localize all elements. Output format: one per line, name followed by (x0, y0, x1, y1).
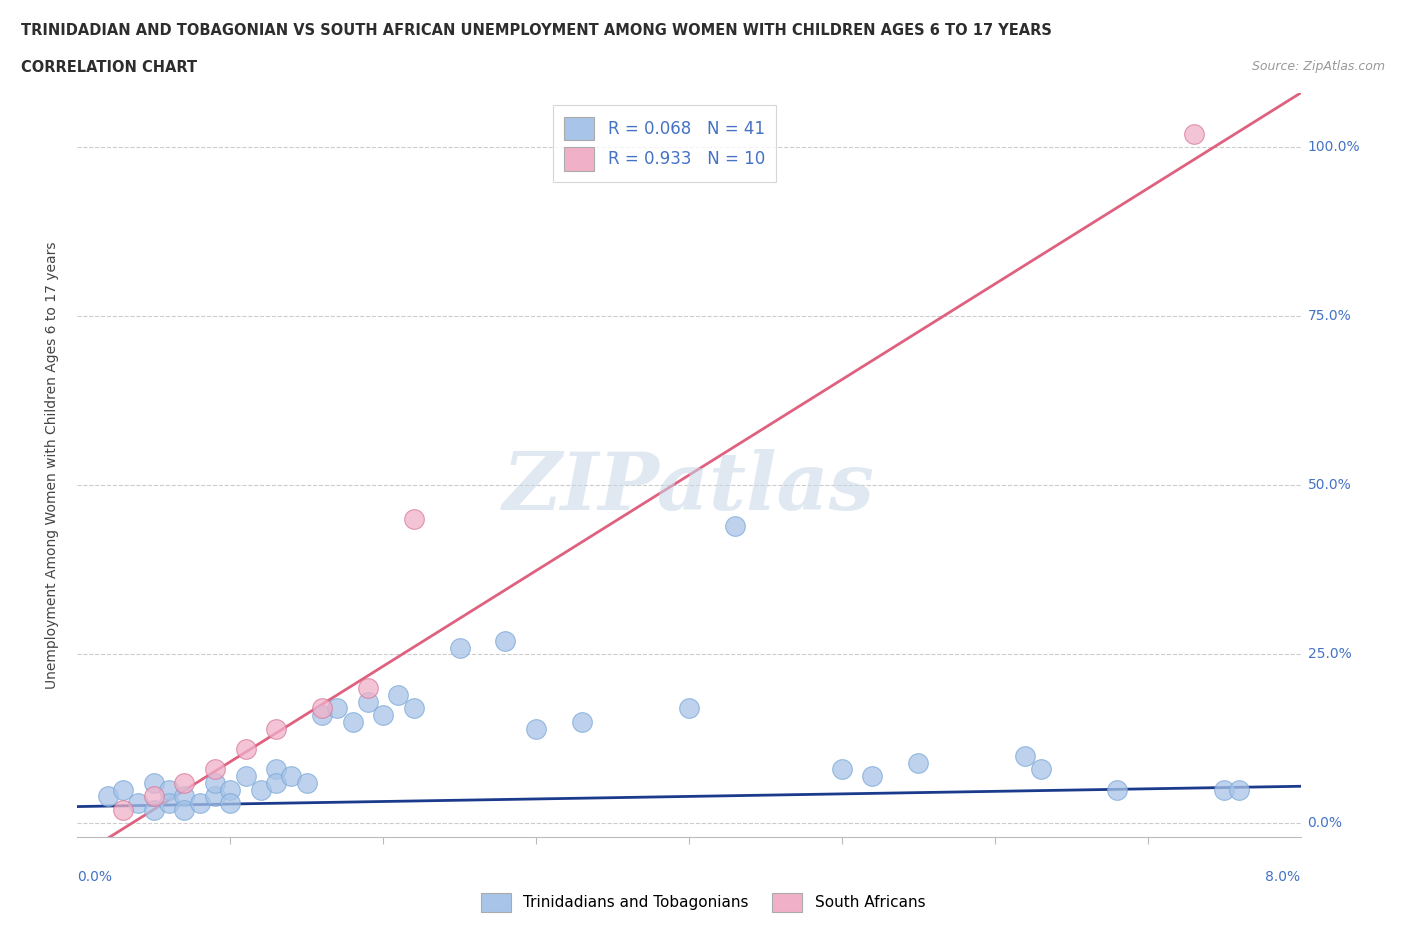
Point (112, 803, 135, 817)
Point (264, 722, 287, 737)
Point (204, 776, 226, 790)
Point (907, 755, 929, 770)
Point (157, 796, 180, 811)
Point (831, 762, 853, 777)
Point (97, 789, 120, 804)
Point (157, 782, 180, 797)
Text: 8.0%: 8.0% (1265, 870, 1301, 884)
Point (204, 789, 226, 804)
Point (295, 776, 318, 790)
Point (280, 769, 302, 784)
Text: 0.0%: 0.0% (77, 870, 112, 884)
Text: 100.0%: 100.0% (1308, 140, 1360, 154)
Legend: Trinidadians and Tobagonians, South Africans: Trinidadians and Tobagonians, South Afri… (475, 887, 931, 918)
Point (173, 789, 195, 804)
Point (402, 512, 425, 526)
Text: ZIPatlas: ZIPatlas (503, 448, 875, 526)
Point (860, 769, 884, 784)
Point (342, 714, 364, 729)
Point (235, 741, 257, 756)
Point (142, 789, 165, 804)
Text: CORRELATION CHART: CORRELATION CHART (21, 60, 197, 75)
Point (357, 681, 380, 696)
Point (1029, 762, 1052, 777)
Point (127, 796, 149, 811)
Point (311, 701, 333, 716)
Text: Source: ZipAtlas.com: Source: ZipAtlas.com (1251, 60, 1385, 73)
Point (402, 701, 425, 716)
Point (678, 701, 700, 716)
Point (204, 762, 226, 777)
Legend: R = 0.068   N = 41, R = 0.933   N = 10: R = 0.068 N = 41, R = 0.933 N = 10 (553, 105, 776, 182)
Text: 0.0%: 0.0% (1308, 817, 1343, 830)
Point (142, 803, 165, 817)
Point (724, 518, 747, 533)
Point (524, 722, 547, 737)
Point (449, 640, 471, 655)
Point (264, 762, 287, 777)
Point (571, 714, 593, 729)
Y-axis label: Unemployment Among Women with Children Ages 6 to 17 years: Unemployment Among Women with Children A… (45, 241, 59, 689)
Point (235, 769, 257, 784)
Point (219, 796, 242, 811)
Point (1014, 749, 1036, 764)
Point (264, 776, 287, 790)
Point (188, 796, 211, 811)
Text: TRINIDADIAN AND TOBAGONIAN VS SOUTH AFRICAN UNEMPLOYMENT AMONG WOMEN WITH CHILDR: TRINIDADIAN AND TOBAGONIAN VS SOUTH AFRI… (21, 23, 1052, 38)
Point (1229, 782, 1251, 797)
Point (250, 782, 273, 797)
Text: 50.0%: 50.0% (1308, 478, 1351, 492)
Point (387, 687, 409, 702)
Text: 75.0%: 75.0% (1308, 309, 1351, 324)
Point (1182, 126, 1205, 141)
Point (371, 708, 394, 723)
Text: 25.0%: 25.0% (1308, 647, 1351, 661)
Point (219, 782, 242, 797)
Point (112, 782, 135, 797)
Point (173, 803, 195, 817)
Point (142, 776, 165, 790)
Point (1213, 782, 1236, 797)
Point (1107, 782, 1129, 797)
Point (357, 695, 380, 710)
Point (495, 633, 517, 648)
Point (311, 708, 333, 723)
Point (173, 776, 195, 790)
Point (326, 701, 349, 716)
